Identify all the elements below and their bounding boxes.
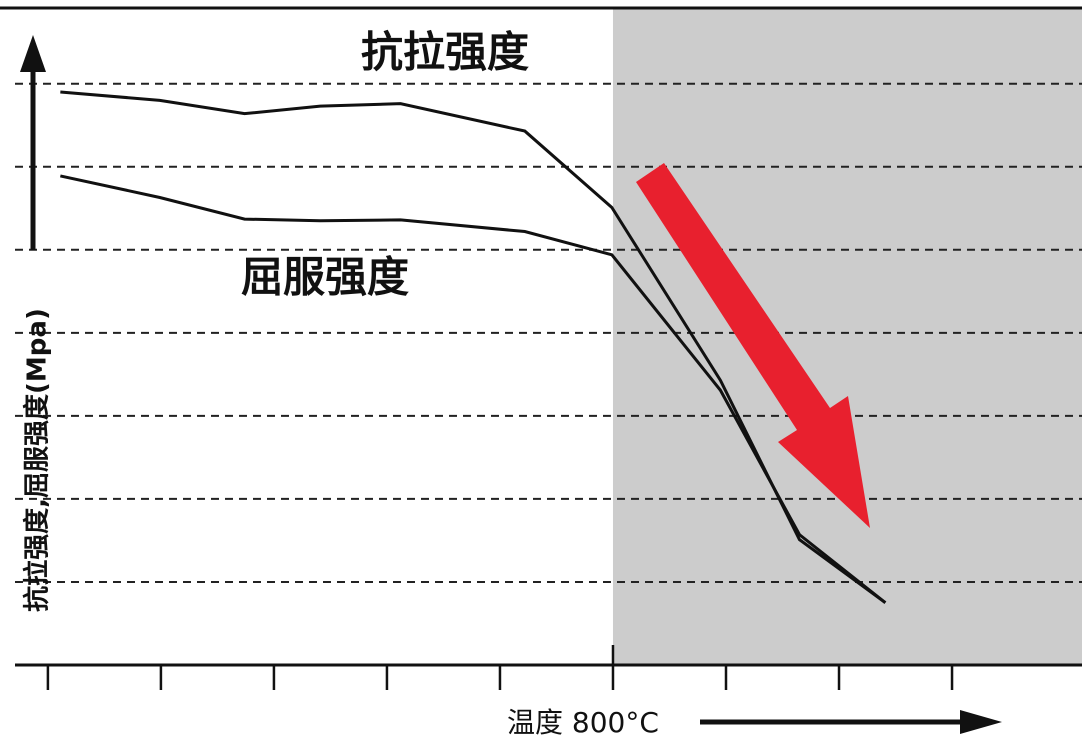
y-axis-label: 抗拉强度,屈服强度(Mpa) xyxy=(22,308,53,612)
x-axis-label: 温度 800°C xyxy=(507,706,659,739)
yield-annotation: 屈服强度 xyxy=(241,253,409,302)
tensile-annotation: 抗拉强度 xyxy=(361,28,529,77)
series-line xyxy=(60,174,887,604)
y-axis-arrowhead xyxy=(20,35,46,72)
shaded-region xyxy=(612,9,1082,665)
decrease-arrow xyxy=(636,163,870,528)
x-axis-arrowhead xyxy=(960,710,1002,734)
